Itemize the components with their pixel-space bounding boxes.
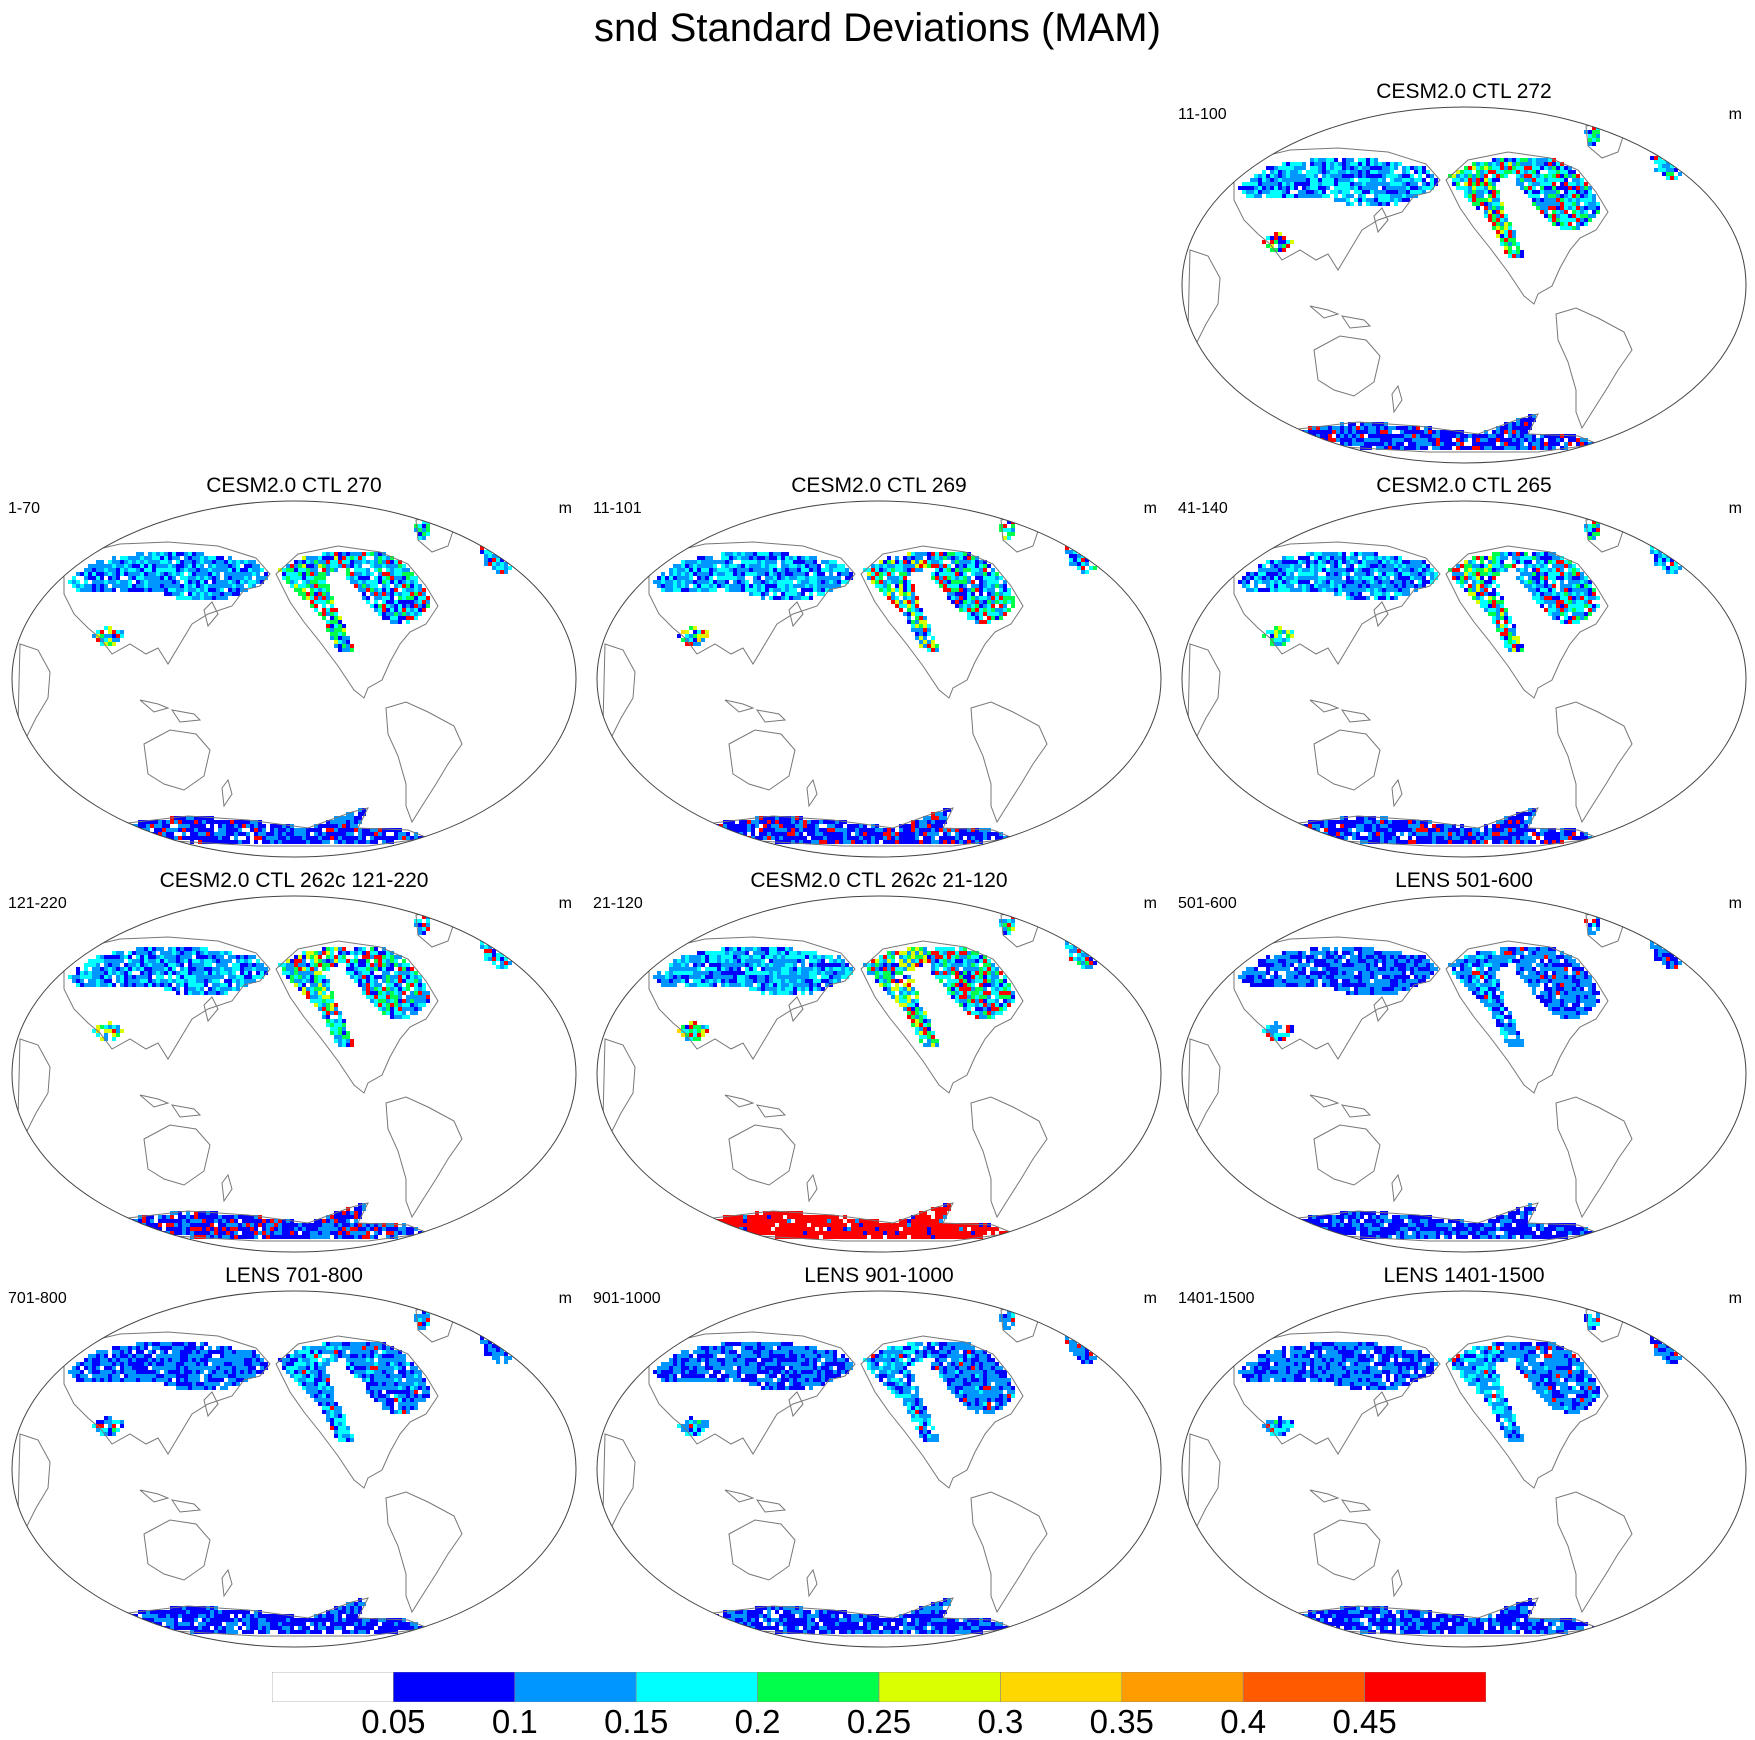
colorbar-swatch <box>758 1672 879 1702</box>
colorbar-tick-label: 0.4 <box>1220 1704 1266 1740</box>
colorbar-swatch <box>393 1672 514 1702</box>
colorbar-tick-label: 0.1 <box>492 1704 538 1740</box>
robinson-map <box>8 889 580 1259</box>
snow-depth-field <box>1238 915 1682 1239</box>
colorbar-swatch <box>636 1672 757 1702</box>
page-title: snd Standard Deviations (MAM) <box>0 2 1755 54</box>
colorbar-swatch <box>1122 1672 1243 1702</box>
snow-depth-field <box>653 1310 1097 1634</box>
colorbar-tick-label: 0.05 <box>361 1704 425 1740</box>
colorbar-tick-label: 0.3 <box>977 1704 1023 1740</box>
snow-depth-field <box>68 915 512 1239</box>
robinson-map <box>593 889 1165 1259</box>
colorbar-tick-label: 0.25 <box>847 1704 911 1740</box>
snow-depth-field <box>68 1310 512 1634</box>
snow-depth-field <box>1238 1310 1682 1634</box>
colorbar-tick-label: 0.15 <box>604 1704 668 1740</box>
colorbar-swatch <box>1000 1672 1121 1702</box>
colorbar-swatch <box>1365 1672 1486 1702</box>
robinson-map <box>1178 1284 1750 1654</box>
colorbar-tick-label: 0.45 <box>1332 1704 1396 1740</box>
robinson-map <box>1178 889 1750 1259</box>
snow-depth-field <box>68 520 512 844</box>
colorbar <box>272 1672 1486 1702</box>
robinson-map <box>8 494 580 864</box>
robinson-map <box>8 1284 580 1654</box>
snow-depth-field <box>1238 520 1682 844</box>
colorbar-swatch <box>515 1672 636 1702</box>
snow-depth-field <box>653 520 1097 844</box>
snow-depth-field <box>653 915 1097 1239</box>
colorbar-swatch <box>879 1672 1000 1702</box>
robinson-map <box>1178 494 1750 864</box>
colorbar-tick-label: 0.2 <box>735 1704 781 1740</box>
colorbar-tick-label: 0.35 <box>1090 1704 1154 1740</box>
snow-depth-field <box>1238 126 1682 450</box>
robinson-map <box>593 494 1165 864</box>
colorbar-swatch <box>272 1672 393 1702</box>
robinson-map <box>593 1284 1165 1654</box>
robinson-map <box>1178 100 1750 470</box>
colorbar-swatch <box>1243 1672 1364 1702</box>
